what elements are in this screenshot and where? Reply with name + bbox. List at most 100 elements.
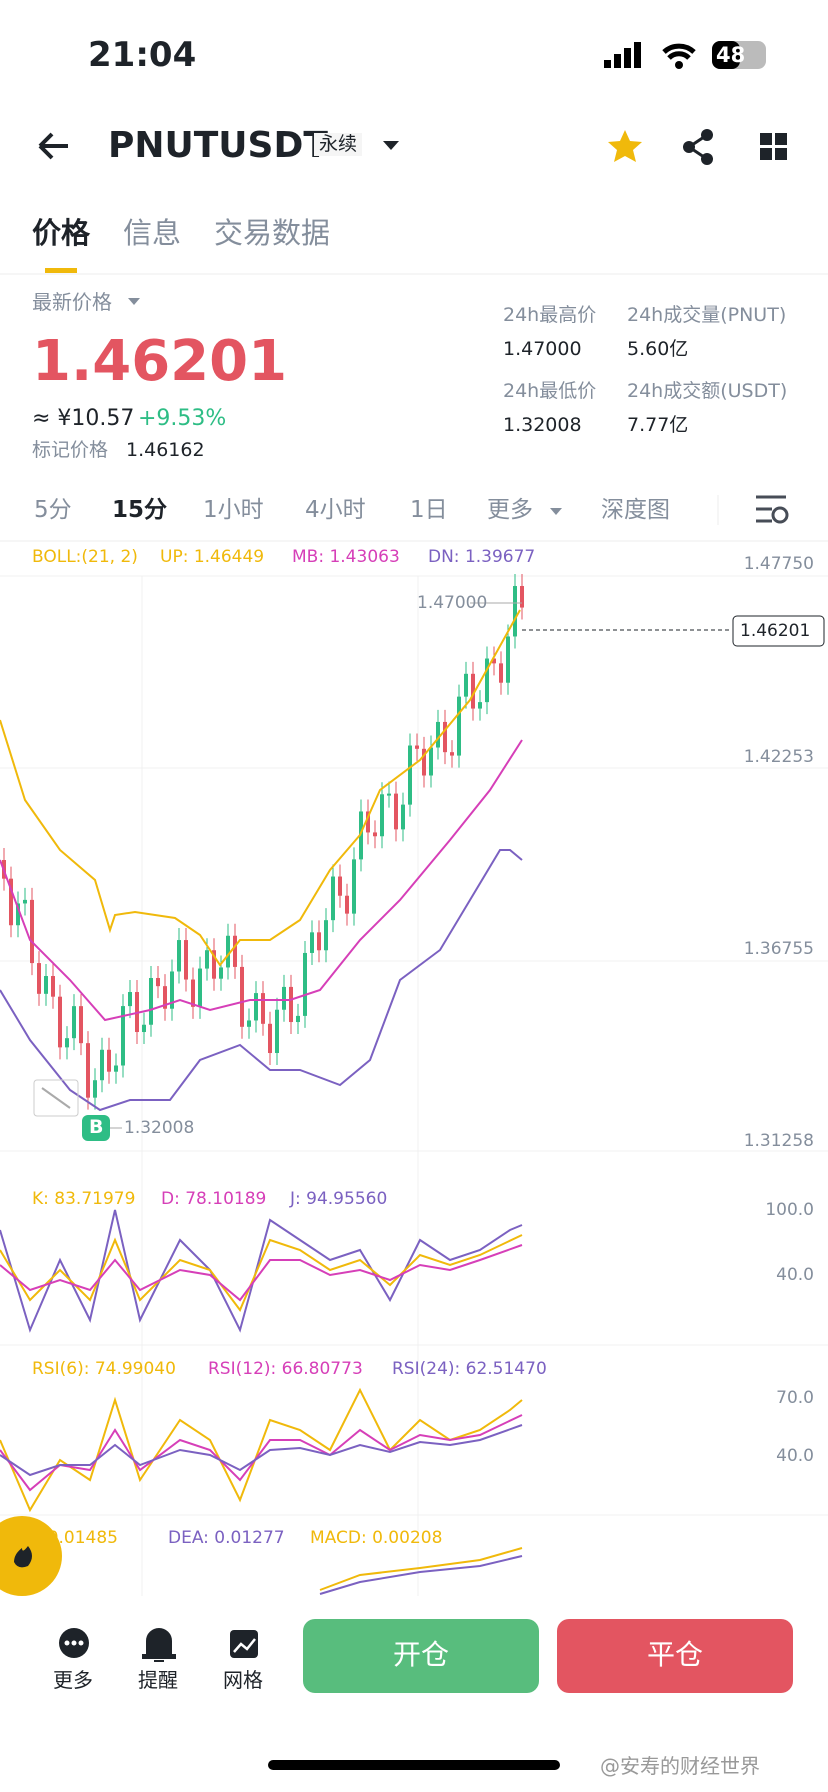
rsi-12 xyxy=(0,1414,523,1492)
interval[interactable]: 5分 xyxy=(34,497,72,523)
candle-body xyxy=(394,793,398,830)
kdj-axis: 40.0 xyxy=(776,1265,814,1285)
interval[interactable]: 15分 xyxy=(112,497,168,523)
rsi-axis: 70.0 xyxy=(776,1388,814,1408)
candle-body xyxy=(142,1024,146,1033)
rsi-24: RSI(24): 62.51470 xyxy=(392,1359,547,1379)
dropdown-icon[interactable] xyxy=(128,298,140,305)
home-indicator xyxy=(268,1760,560,1770)
grid-bot-icon[interactable] xyxy=(230,1630,258,1658)
candle-body xyxy=(366,811,370,833)
candle-body xyxy=(317,932,321,951)
candle-body xyxy=(121,1006,125,1066)
candle-body xyxy=(296,1015,300,1023)
current-price-text: 1.46201 xyxy=(740,621,811,641)
dropdown-icon[interactable] xyxy=(383,141,399,150)
settings-icon[interactable] xyxy=(756,495,789,524)
candle-body xyxy=(226,935,230,968)
candle-body xyxy=(331,876,335,921)
candles xyxy=(2,574,524,1110)
candle-body xyxy=(513,586,517,637)
current-price-tag xyxy=(732,615,825,647)
chart-grid xyxy=(0,575,828,1596)
open-text[interactable]: 开仓 xyxy=(393,1638,450,1671)
symbol: PNUTUSDT xyxy=(108,125,328,166)
candle-body xyxy=(275,1009,279,1054)
candle-body xyxy=(44,976,48,994)
share-icon[interactable] xyxy=(683,129,713,165)
tool-label[interactable]: 网格 xyxy=(223,1668,263,1692)
cny-price: ≈ ¥10.57 xyxy=(32,406,135,431)
close-text[interactable]: 平仓 xyxy=(647,1638,704,1671)
expand-icon[interactable] xyxy=(33,1079,79,1117)
candle-body xyxy=(520,586,524,608)
back-icon[interactable] xyxy=(38,132,68,160)
dropdown-icon[interactable] xyxy=(550,508,562,515)
candle-body xyxy=(51,976,55,997)
interval[interactable]: 更多 xyxy=(487,497,533,523)
stat-label: 24h最高价 xyxy=(503,304,597,326)
candle-body xyxy=(373,832,377,837)
close-button[interactable] xyxy=(557,1619,793,1693)
price-axis-label: 1.31258 xyxy=(743,1131,814,1151)
kdj-d: D: 78.10189 xyxy=(161,1189,267,1209)
rsi-12: RSI(12): 66.80773 xyxy=(208,1359,363,1379)
price-axis-label: 1.42253 xyxy=(743,747,814,767)
mark-label: 标记价格 xyxy=(32,439,109,461)
open-button[interactable] xyxy=(303,1619,539,1693)
interval[interactable]: 1小时 xyxy=(203,497,264,523)
bell-icon[interactable] xyxy=(142,1628,176,1662)
candle-body xyxy=(387,793,391,796)
candle-body xyxy=(163,986,167,1009)
mark-price: 1.46162 xyxy=(126,439,205,461)
candle-body xyxy=(380,794,384,837)
candle-body xyxy=(401,804,405,830)
interval[interactable]: 4小时 xyxy=(305,497,366,523)
candle-body xyxy=(338,876,342,896)
candle-body xyxy=(247,1020,251,1027)
boll-mid xyxy=(0,739,523,1022)
battery-text: 48 xyxy=(716,43,746,67)
tool-label[interactable]: 更多 xyxy=(53,1668,93,1692)
price-axis-label: 1.47750 xyxy=(743,554,814,574)
candle-body xyxy=(128,992,132,1007)
candle-body xyxy=(198,968,202,1007)
rsi-24 xyxy=(0,1424,523,1477)
kdj-k xyxy=(0,1234,523,1312)
candle-body xyxy=(114,1065,118,1072)
rsi-6 xyxy=(0,1387,523,1513)
kdj-d xyxy=(0,1244,523,1302)
candle-body xyxy=(352,859,356,914)
tool-label[interactable]: 提醒 xyxy=(138,1668,178,1692)
star-icon[interactable] xyxy=(608,130,642,162)
candle-body xyxy=(324,920,328,951)
tab[interactable]: 信息 xyxy=(123,216,182,250)
stat-label: 24h最低价 xyxy=(503,380,597,402)
candle-body xyxy=(478,702,482,709)
stat-value: 5.60亿 xyxy=(627,338,689,360)
rsi-axis: 40.0 xyxy=(776,1446,814,1466)
candle-body xyxy=(408,745,412,805)
macd-dea: DEA: 0.01277 xyxy=(168,1528,285,1548)
candle-body xyxy=(184,940,188,980)
change: +9.53% xyxy=(138,406,227,431)
candle-body xyxy=(471,673,475,709)
candle-body xyxy=(23,899,27,904)
tab[interactable]: 价格 xyxy=(32,216,91,250)
low-label: 1.32008 xyxy=(124,1118,195,1138)
candle-body xyxy=(30,899,34,964)
price-axis-label: 1.36755 xyxy=(743,939,814,959)
interval[interactable]: 1日 xyxy=(410,497,448,523)
candle-body xyxy=(310,932,314,953)
boll-mb: MB: 1.43063 xyxy=(292,547,400,567)
candle-body xyxy=(359,811,363,860)
interval[interactable]: 深度图 xyxy=(601,497,670,523)
stat-label: 24h成交额(USDT) xyxy=(627,380,788,402)
candle-body xyxy=(212,950,216,979)
tab[interactable]: 交易数据 xyxy=(214,216,331,250)
macd-value: MACD: 0.00208 xyxy=(310,1528,443,1548)
more-icon[interactable] xyxy=(59,1628,89,1658)
contract-tag: 永续 xyxy=(314,133,363,156)
grid-icon[interactable] xyxy=(760,133,787,160)
